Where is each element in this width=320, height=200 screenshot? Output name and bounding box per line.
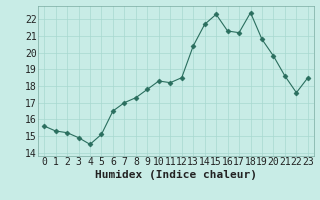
X-axis label: Humidex (Indice chaleur): Humidex (Indice chaleur) [95,170,257,180]
